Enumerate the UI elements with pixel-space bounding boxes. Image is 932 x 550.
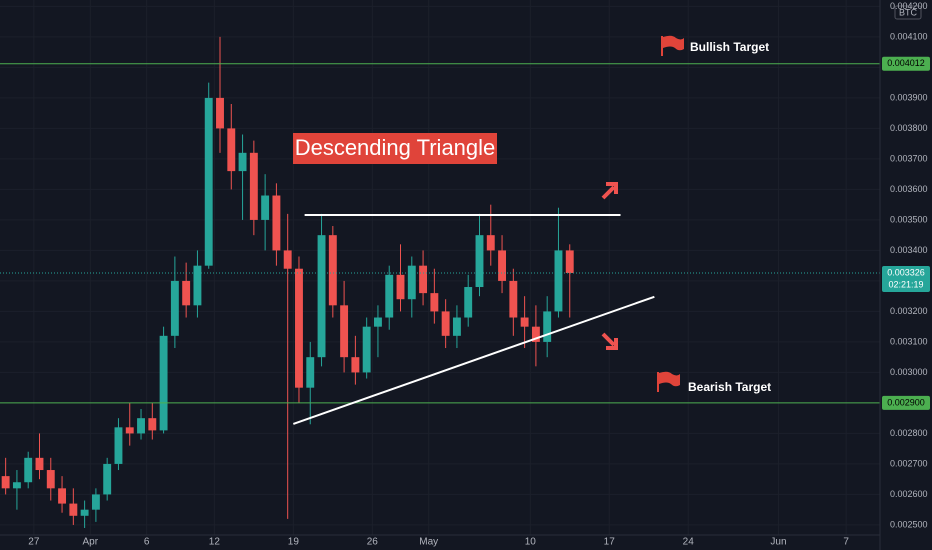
x-tick-label: Apr bbox=[82, 537, 98, 548]
candle-body bbox=[91, 494, 100, 510]
x-tick-label: 10 bbox=[525, 537, 537, 548]
candle-body bbox=[272, 195, 281, 251]
candle-body bbox=[24, 457, 33, 483]
y-tick-label: 0.003100 bbox=[890, 336, 928, 346]
x-tick-label: 24 bbox=[683, 537, 695, 548]
level-label: 0.002900 bbox=[887, 397, 925, 407]
candle-body bbox=[543, 311, 552, 342]
x-tick-label: 26 bbox=[367, 537, 379, 548]
y-tick-label: 0.002500 bbox=[890, 519, 928, 529]
level-label: 0.004012 bbox=[887, 58, 925, 68]
candle-body bbox=[137, 418, 145, 434]
x-tick-label: 17 bbox=[604, 537, 616, 548]
candle-body bbox=[362, 326, 371, 373]
down-arrow bbox=[601, 332, 618, 350]
candle-body bbox=[520, 317, 529, 327]
candle-body bbox=[441, 311, 450, 336]
y-tick-label: 0.003500 bbox=[890, 214, 928, 224]
candle-body bbox=[35, 457, 44, 471]
y-tick-label: 0.003200 bbox=[890, 306, 928, 316]
up-arrow bbox=[601, 182, 618, 200]
candle-body bbox=[283, 250, 292, 269]
x-tick-label: 27 bbox=[28, 537, 40, 548]
candle-body bbox=[216, 97, 224, 129]
candle-body bbox=[328, 235, 337, 306]
countdown: 02:21:19 bbox=[888, 279, 923, 289]
candle-body bbox=[565, 250, 574, 273]
candle-body bbox=[227, 128, 236, 172]
y-tick-label: 0.003400 bbox=[890, 245, 928, 255]
candle-body bbox=[193, 265, 202, 306]
flag-icon bbox=[657, 371, 680, 392]
candle-body bbox=[295, 268, 303, 388]
candle-body bbox=[58, 488, 66, 504]
annotation: Descending Triangle bbox=[295, 135, 496, 160]
annotation-box bbox=[293, 133, 497, 164]
candle-body bbox=[103, 463, 112, 495]
symbol: BTC bbox=[899, 7, 918, 17]
candle-body bbox=[351, 357, 360, 373]
candle-body bbox=[385, 274, 394, 318]
candle-body bbox=[317, 235, 326, 358]
candle-body bbox=[374, 317, 382, 327]
x-tick-label: 19 bbox=[288, 537, 300, 548]
y-tick-label: 0.002800 bbox=[890, 428, 928, 438]
candle-body bbox=[464, 287, 473, 318]
target-label: Bullish Target bbox=[690, 40, 769, 54]
candle-body bbox=[159, 335, 168, 431]
symbol-badge bbox=[894, 5, 922, 20]
flag-icon bbox=[661, 35, 684, 56]
y-tick-label: 0.003900 bbox=[890, 92, 928, 102]
candle-body bbox=[452, 317, 461, 336]
candle-body bbox=[12, 482, 21, 489]
target-label: Bearish Target bbox=[688, 380, 771, 394]
y-tick-label: 0.004100 bbox=[890, 31, 928, 41]
candle-body bbox=[407, 265, 416, 300]
x-tick-label: 7 bbox=[843, 537, 849, 548]
y-tick-label: 0.003600 bbox=[890, 184, 928, 194]
x-tick-label: Jun bbox=[770, 537, 786, 548]
candle-body bbox=[182, 280, 191, 306]
x-tick-label: 12 bbox=[209, 537, 221, 548]
level-label-box bbox=[882, 395, 930, 410]
candle-body bbox=[1, 476, 10, 489]
x-tick-label: May bbox=[419, 537, 438, 548]
trend-line bbox=[293, 295, 655, 425]
last-price-label: 0.003326 bbox=[887, 267, 925, 277]
candle-body bbox=[306, 357, 315, 388]
y-tick-label: 0.004200 bbox=[890, 1, 928, 11]
y-tick-label: 0.002600 bbox=[890, 489, 928, 499]
candle-body bbox=[261, 195, 270, 220]
y-tick-label: 0.003700 bbox=[890, 153, 928, 163]
candle-body bbox=[204, 97, 213, 266]
candle-body bbox=[340, 305, 349, 358]
level-label-box bbox=[882, 56, 930, 71]
candle-body bbox=[249, 152, 258, 220]
candle-body bbox=[509, 280, 518, 318]
candle-body bbox=[498, 250, 506, 281]
y-tick-label: 0.003800 bbox=[890, 123, 928, 133]
candle-body bbox=[46, 470, 55, 489]
candle-body bbox=[396, 274, 405, 300]
candle-body bbox=[554, 250, 563, 312]
candle-body bbox=[125, 427, 134, 434]
y-tick-label: 0.003000 bbox=[890, 367, 928, 377]
candle-body bbox=[69, 503, 78, 516]
candle-body bbox=[148, 418, 157, 431]
candle-body bbox=[170, 280, 179, 336]
candle-body bbox=[238, 152, 247, 172]
candle-body bbox=[419, 265, 428, 294]
candle-body bbox=[475, 235, 484, 288]
y-tick-label: 0.002700 bbox=[890, 458, 928, 468]
candle-body bbox=[430, 293, 439, 312]
candle-body bbox=[114, 427, 123, 464]
last-price-box bbox=[882, 265, 930, 292]
candle-body bbox=[486, 235, 495, 251]
x-tick-label: 6 bbox=[144, 537, 150, 548]
candle-body bbox=[80, 509, 89, 516]
candle-body bbox=[531, 326, 540, 342]
